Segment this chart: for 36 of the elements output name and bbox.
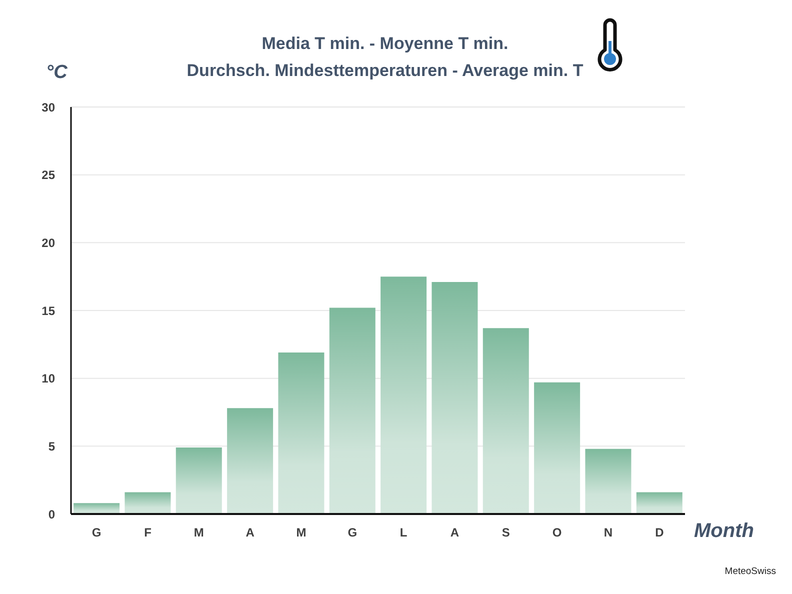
- x-axis-title: Month: [694, 520, 754, 543]
- x-tick-label: N: [604, 526, 613, 540]
- x-tick-label: F: [144, 526, 152, 540]
- text: MeteoSwiss: [724, 566, 776, 577]
- x-tick-label: S: [502, 526, 510, 540]
- chart-subtitle: Durchsch. Mindesttemperaturen - Average min. T: [186, 61, 584, 81]
- y-tick-label: 20: [42, 236, 56, 250]
- x-tick-label: A: [246, 526, 255, 540]
- x-tick-label: M: [194, 526, 204, 540]
- bar: [482, 328, 529, 514]
- bar: [585, 448, 632, 514]
- bar: [329, 308, 376, 514]
- x-tick-label: D: [655, 526, 664, 540]
- x-tick-label: A: [450, 526, 460, 540]
- y-tick-label: 30: [42, 100, 56, 114]
- x-tick-label: M: [296, 526, 306, 540]
- bar: [380, 276, 427, 514]
- bar: [278, 352, 324, 514]
- bar: [124, 492, 171, 514]
- x-tick-label: L: [400, 526, 408, 540]
- y-tick-label: 25: [42, 168, 56, 182]
- y-tick-label: 5: [48, 439, 56, 454]
- bar: [176, 448, 222, 514]
- y-axis-title: °C: [46, 62, 68, 84]
- bar: [432, 282, 478, 514]
- y-tick-label: 10: [42, 372, 56, 386]
- x-tick-label: G: [92, 526, 102, 540]
- x-tick-label: O: [552, 526, 562, 540]
- bar: [74, 503, 120, 514]
- y-tick-label: 0: [48, 507, 56, 522]
- bar: [534, 382, 580, 514]
- bar: [227, 408, 274, 514]
- y-tick-label: 15: [42, 304, 56, 318]
- x-tick-label: G: [348, 526, 358, 540]
- chart-title: Media T min. - Moyenne T min.: [260, 34, 510, 54]
- bar: [636, 492, 682, 514]
